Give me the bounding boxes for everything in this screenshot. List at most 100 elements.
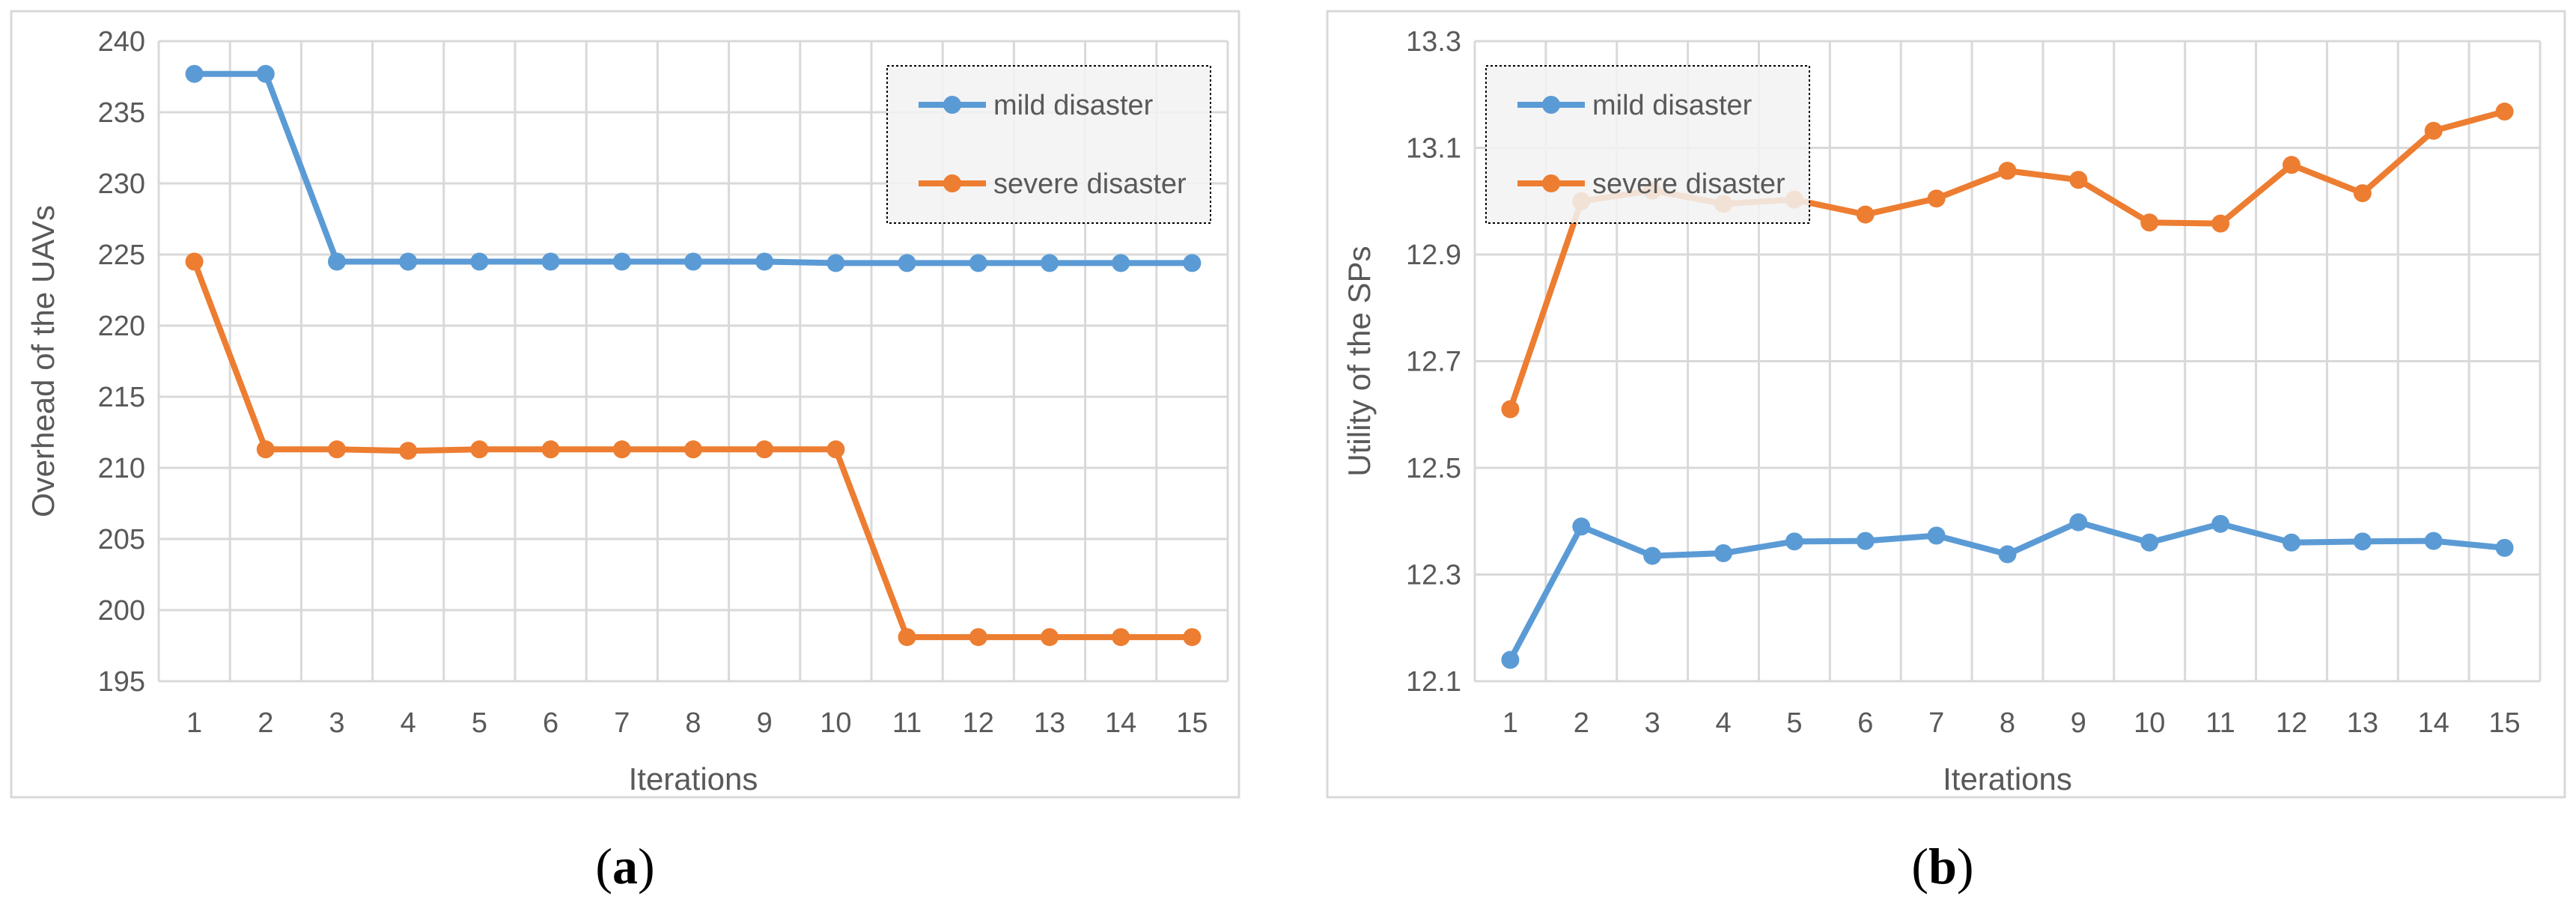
- x-tick-label: 6: [1857, 707, 1873, 739]
- x-tick-label: 1: [1502, 707, 1518, 739]
- legend-box: [1485, 65, 1810, 224]
- data-point: [541, 252, 560, 271]
- data-point: [185, 252, 204, 271]
- legend-label: severe disaster: [1592, 168, 1785, 200]
- data-point: [2140, 533, 2159, 552]
- data-point: [1643, 546, 1662, 565]
- data-point: [2353, 532, 2372, 551]
- series-severe-disaster: [185, 252, 1202, 647]
- legend-label: mild disaster: [1592, 90, 1753, 121]
- data-point: [826, 254, 845, 272]
- x-tick-label: 4: [1715, 707, 1731, 739]
- x-tick-label: 9: [2071, 707, 2086, 739]
- data-point: [826, 440, 845, 459]
- data-point: [1183, 254, 1202, 272]
- data-point: [1041, 254, 1059, 272]
- data-point: [2069, 171, 2088, 189]
- y-tick-label: 240: [98, 26, 145, 58]
- data-point: [1714, 544, 1733, 562]
- data-point: [2424, 531, 2443, 550]
- data-point: [185, 64, 204, 83]
- y-tick-label: 205: [98, 524, 145, 555]
- y-tick-label: 220: [98, 311, 145, 342]
- x-axis-title: Iterations: [1943, 761, 2072, 796]
- data-point: [1183, 628, 1202, 647]
- data-point: [1785, 532, 1803, 551]
- legend: mild disaster severe disaster: [886, 65, 1211, 224]
- data-point: [1998, 162, 2017, 180]
- x-tick-label: 8: [2000, 707, 2015, 739]
- y-tick-label: 12.9: [1406, 240, 1461, 271]
- legend-box: [886, 65, 1211, 224]
- data-point: [328, 252, 346, 271]
- data-point: [1112, 628, 1130, 647]
- legend: mild disaster severe disaster: [1485, 65, 1810, 224]
- x-tick-label: 12: [963, 707, 994, 739]
- data-point: [470, 440, 489, 459]
- data-point: [612, 440, 631, 459]
- x-tick-label: 6: [543, 707, 558, 739]
- x-tick-label: 12: [2276, 707, 2307, 739]
- x-tick-label: 14: [2418, 707, 2449, 739]
- y-tick-label: 225: [98, 240, 145, 271]
- data-point: [2282, 533, 2301, 552]
- data-point: [684, 252, 702, 271]
- data-point: [541, 440, 560, 459]
- legend-label: severe disaster: [993, 168, 1187, 200]
- series-mild-disaster: [1501, 513, 2514, 669]
- x-tick-label: 13: [1034, 707, 1065, 739]
- y-tick-label: 13.1: [1406, 133, 1461, 165]
- x-tick-label: 11: [892, 707, 922, 739]
- legend-label: mild disaster: [993, 90, 1154, 121]
- y-tick-label: 13.3: [1406, 26, 1461, 58]
- x-tick-label: 15: [2488, 707, 2520, 739]
- data-point: [399, 442, 418, 460]
- x-tick-label: 7: [1928, 707, 1944, 739]
- data-point: [2282, 156, 2301, 174]
- data-point: [898, 254, 916, 272]
- data-point: [2424, 121, 2443, 140]
- x-tick-label: 14: [1105, 707, 1136, 739]
- data-point: [1927, 526, 1946, 545]
- data-point: [1041, 628, 1059, 647]
- data-point: [1856, 205, 1875, 224]
- x-tick-label: 3: [1645, 707, 1660, 739]
- legend-swatch-marker: [943, 96, 961, 114]
- series-mild-disaster: [185, 64, 1202, 272]
- y-tick-label: 210: [98, 453, 145, 484]
- data-point: [2211, 514, 2230, 533]
- data-point: [1501, 400, 1520, 418]
- chart-panel-b: 12.112.312.512.712.913.113.31 2 3 4 5 6 7 8 9 10 1…: [1326, 10, 2566, 895]
- y-tick-label: 200: [98, 595, 145, 627]
- y-tick-label: 230: [98, 168, 145, 200]
- legend-swatch-marker: [1542, 174, 1560, 192]
- panel-caption: (b): [1911, 838, 1973, 895]
- data-point: [755, 252, 774, 271]
- x-tick-label: 15: [1176, 707, 1208, 739]
- data-point: [2069, 513, 2088, 531]
- data-point: [612, 252, 631, 271]
- data-point: [898, 628, 916, 647]
- data-point: [328, 440, 346, 459]
- data-point: [755, 440, 774, 459]
- caption-letter: b: [1928, 838, 1957, 895]
- y-tick-label: 195: [98, 666, 145, 698]
- data-point: [256, 64, 275, 83]
- y-axis-title: Utility of the SPs: [1342, 246, 1377, 476]
- x-tick-label: 3: [329, 707, 344, 739]
- x-tick-label: 5: [1786, 707, 1802, 739]
- x-axis: 1 2 3 4 5 6 7 8 9 10 11 12 13 14 15: [1473, 41, 2542, 739]
- y-tick-label: 12.7: [1406, 347, 1461, 378]
- panel-caption: (a): [595, 838, 654, 895]
- x-tick-label: 4: [401, 707, 416, 739]
- data-point: [969, 254, 987, 272]
- x-tick-label: 5: [472, 707, 487, 739]
- x-tick-label: 11: [2205, 707, 2235, 739]
- data-point: [684, 440, 702, 459]
- legend-swatch-marker: [1542, 96, 1560, 114]
- data-point: [1856, 531, 1875, 550]
- x-tick-label: 13: [2347, 707, 2378, 739]
- legend-swatch-marker: [943, 174, 961, 192]
